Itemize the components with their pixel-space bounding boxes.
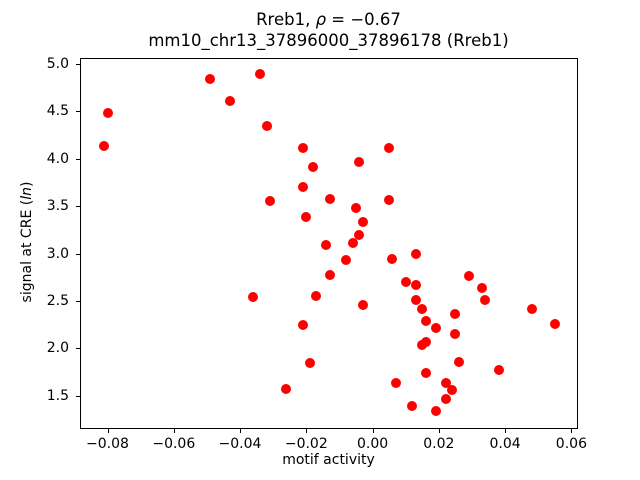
data-point (248, 292, 259, 303)
data-point (453, 356, 464, 367)
data-point (321, 239, 332, 250)
x-tick-mark (372, 429, 374, 433)
data-point (440, 393, 451, 404)
data-point (324, 194, 335, 205)
x-tick-mark (173, 429, 175, 433)
data-point (417, 339, 428, 350)
data-point (264, 196, 275, 207)
y-tick-mark (76, 300, 80, 302)
x-axis-label-text: motif activity (282, 452, 375, 468)
data-point (400, 276, 411, 287)
data-point (463, 271, 474, 282)
x-tick-mark (107, 429, 109, 433)
data-point (298, 182, 308, 193)
data-point (410, 294, 421, 305)
x-tick-label: −0.04 (218, 436, 262, 452)
title-text: Rreb1, (256, 10, 316, 29)
data-point (447, 385, 458, 396)
x-tick-mark (306, 429, 308, 433)
data-point (311, 291, 322, 302)
data-point (351, 202, 361, 213)
x-tick-mark (438, 429, 440, 433)
rho-symbol: ρ (315, 10, 327, 29)
data-point (324, 270, 335, 281)
x-tick-label: −0.02 (284, 436, 328, 452)
x-tick-mark (505, 429, 507, 433)
y-tick-mark (76, 253, 80, 255)
data-point (410, 248, 421, 259)
chart-title: Rreb1, ρ = −0.67 mm10_chr13_37896000_378… (80, 9, 577, 51)
data-point (307, 162, 318, 173)
y-axis-label: signal at CRE (ln) (19, 182, 35, 303)
data-point (384, 195, 395, 206)
data-point (430, 323, 441, 334)
data-point (407, 401, 418, 412)
x-tick-label: −0.06 (152, 436, 196, 452)
plot-area: −0.08 −0.06 −0.04 −0.02 0.00 0.02 0.04 0.06 1.5 2… (47, 56, 587, 452)
x-axis-label: motif activity (80, 452, 577, 468)
data-point (450, 309, 461, 320)
data-point (102, 108, 113, 119)
y-tick-mark (76, 158, 80, 160)
data-point (493, 365, 504, 376)
chart-title-line1: Rreb1, ρ = −0.67 (80, 9, 577, 30)
title-correlation-value: = −0.67 (326, 10, 401, 29)
y-tick-mark (76, 63, 80, 65)
data-point (476, 282, 487, 293)
data-point (440, 377, 451, 388)
y-tick-label: 5.0 (46, 55, 69, 72)
data-point (450, 329, 461, 340)
data-point (298, 319, 308, 330)
x-tick-label: 0.00 (357, 436, 389, 452)
x-tick-mark (240, 429, 241, 433)
data-point (526, 303, 537, 314)
chart-title-line2: mm10_chr13_37896000_37896178 (Rreb1) (148, 31, 509, 50)
y-tick-label: 4.5 (46, 103, 69, 120)
y-tick-label: 3.0 (46, 245, 69, 262)
y-axis-label-text: signal at CRE ( (19, 199, 35, 303)
data-point (387, 254, 398, 265)
data-point (347, 238, 358, 248)
data-point (281, 384, 292, 395)
y-tick-label: 2.0 (46, 340, 69, 357)
y-tick-label: 3.5 (46, 198, 69, 214)
x-tick-label: 0.06 (555, 436, 587, 452)
data-point (480, 294, 491, 305)
data-point (410, 279, 421, 290)
y-tick-mark (76, 395, 80, 397)
data-point (205, 73, 216, 84)
data-point (341, 255, 352, 266)
data-point (298, 143, 308, 154)
data-point (420, 315, 431, 326)
y-tick-label: 2.5 (46, 292, 69, 309)
data-point (301, 211, 312, 222)
x-tick-mark (571, 429, 573, 433)
y-axis-label-ln: ln (19, 187, 35, 200)
data-point (261, 121, 272, 132)
data-point (420, 368, 431, 378)
data-point (417, 304, 428, 315)
data-point (549, 318, 560, 329)
x-tick-label: 0.04 (489, 436, 521, 452)
y-axis-label-paren: ) (19, 181, 35, 188)
data-point (384, 143, 395, 154)
x-tick-label: −0.08 (86, 436, 129, 452)
data-point (254, 69, 265, 80)
data-point (430, 405, 441, 416)
y-tick-mark (76, 206, 80, 207)
data-point (357, 299, 368, 310)
y-tick-label: 4.0 (46, 150, 69, 167)
data-point (225, 95, 236, 106)
data-point (354, 229, 365, 240)
x-tick-label: 0.02 (423, 436, 455, 452)
data-point (390, 378, 401, 389)
data-point (99, 141, 110, 152)
y-tick-mark (76, 348, 80, 350)
data-point (354, 157, 365, 168)
y-tick-label: 1.5 (46, 387, 69, 404)
data-point (357, 217, 368, 228)
y-tick-mark (76, 111, 80, 113)
data-point (304, 357, 315, 368)
